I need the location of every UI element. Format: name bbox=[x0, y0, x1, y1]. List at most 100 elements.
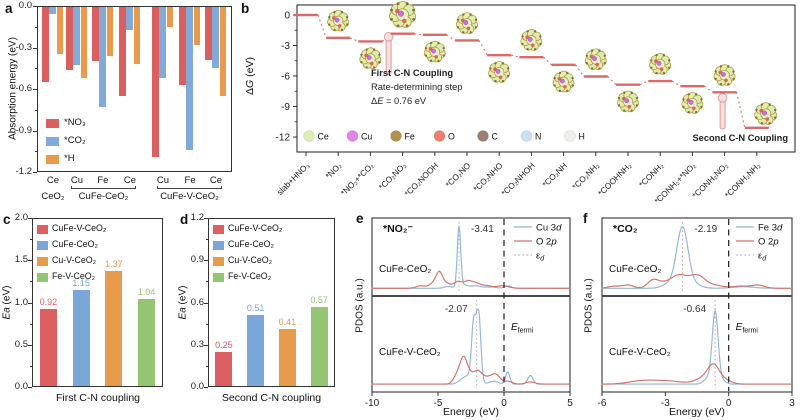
mol-atom-fe bbox=[630, 109, 633, 112]
b-atom-legend-label: N bbox=[535, 132, 541, 142]
b-atom-legend-dot bbox=[390, 130, 402, 142]
b-xtick-label: *COOHNH₂ bbox=[596, 160, 634, 198]
f-legend-label: εd bbox=[758, 251, 767, 263]
mol-atom-fe bbox=[494, 62, 497, 65]
b-molecule-icon bbox=[681, 92, 704, 115]
c-legend-label: Fe-V-CeO₂ bbox=[52, 271, 96, 281]
mol-atom-fe bbox=[429, 59, 433, 62]
e-legend-label: εd bbox=[536, 251, 545, 263]
mol-atom-fe bbox=[768, 103, 771, 106]
mol-atom-o bbox=[563, 85, 567, 89]
mol-atom-h bbox=[661, 64, 665, 68]
mol-atom-fe bbox=[462, 31, 465, 34]
mol-atom-fe bbox=[533, 47, 537, 51]
mol-atom-fe bbox=[360, 53, 363, 56]
d-legend-label: CuFe-V-CeO₂ bbox=[228, 223, 283, 233]
mol-atom-fe bbox=[501, 79, 505, 83]
mol-atom-fe bbox=[630, 91, 633, 94]
mol-atom-fe bbox=[456, 25, 460, 29]
mol-atom-fe bbox=[603, 54, 606, 57]
b-ytick-label: 0 bbox=[284, 11, 290, 22]
b-molecule-icon bbox=[754, 102, 778, 126]
d-bar bbox=[215, 351, 233, 386]
mol-atom-fe bbox=[437, 41, 440, 45]
mol-atom-fe bbox=[489, 67, 492, 70]
d-ytick-mark bbox=[204, 302, 208, 304]
a-site-label: Cu bbox=[70, 175, 84, 186]
d-ytick-label: 0.6 bbox=[190, 296, 204, 308]
b-ytick-label: -9 bbox=[281, 102, 290, 113]
mol-atom-fe bbox=[682, 98, 685, 101]
mol-atom-fe bbox=[372, 66, 376, 69]
mol-atom-fe bbox=[682, 105, 685, 109]
b-xtick-label: slab+HNO₃ bbox=[275, 160, 312, 197]
mol-atom-fe bbox=[539, 35, 542, 38]
mol-atom-fe bbox=[429, 41, 433, 45]
b-atom-legend-dot bbox=[520, 130, 533, 142]
mol-atom-fe bbox=[585, 62, 589, 65]
panel-c-caption: First C-N coupling bbox=[55, 392, 141, 404]
f-subpanel-name: CuFe-CeO₂ bbox=[609, 264, 661, 275]
mol-atom-o bbox=[337, 24, 342, 28]
a-bar bbox=[212, 7, 219, 69]
mol-atom-fe bbox=[396, 24, 400, 28]
c-legend-swatch bbox=[37, 241, 48, 250]
b-step-connector bbox=[736, 92, 746, 128]
a-bar bbox=[186, 7, 194, 150]
d-legend-label: Fe-V-CeO₂ bbox=[228, 271, 272, 281]
c-bar-value: 1.37 bbox=[105, 259, 123, 270]
mol-atom-fe bbox=[521, 42, 524, 46]
mol-atom-fe bbox=[489, 74, 492, 78]
b-step-connector bbox=[414, 33, 423, 36]
b-xtick-label: *CO₂NH₂ bbox=[570, 160, 601, 191]
mol-atom-cu bbox=[431, 48, 436, 54]
mol-atom-fe bbox=[365, 66, 368, 69]
a-legend-label: *H bbox=[64, 153, 75, 164]
mol-atom-cu bbox=[624, 98, 630, 104]
mol-atom-fe bbox=[687, 93, 690, 96]
mol-atom-o bbox=[621, 96, 626, 101]
e-subpanel-name: CuFe-V-CeO₂ bbox=[379, 347, 441, 358]
mol-atom-fe bbox=[437, 59, 440, 62]
mol-atom-fe bbox=[585, 54, 589, 57]
mol-atom-fe bbox=[667, 66, 671, 69]
e-fermi-label: Efermi bbox=[511, 322, 534, 335]
mol-atom-cu bbox=[656, 60, 662, 66]
mol-atom-fe bbox=[773, 116, 777, 119]
c-legend-swatch bbox=[37, 257, 48, 266]
f-xtick-label: -6 bbox=[598, 398, 607, 409]
c-legend-swatch bbox=[37, 273, 48, 282]
panel-e-letter: e bbox=[356, 211, 364, 226]
mol-atom-o bbox=[759, 108, 764, 113]
b-molecule-icon bbox=[423, 40, 446, 63]
a-bar bbox=[219, 7, 227, 96]
mol-atom-fe bbox=[617, 96, 621, 100]
d-legend-label: Cu-V-CeO₂ bbox=[228, 255, 272, 265]
b-step-connector bbox=[543, 56, 552, 66]
c-ytick-label: 0.0 bbox=[14, 381, 28, 392]
mol-atom-fe bbox=[590, 67, 594, 70]
mol-atom-fe bbox=[474, 18, 478, 21]
f-ed-value: -0.64 bbox=[683, 304, 706, 315]
b-molecule-icon bbox=[520, 29, 543, 52]
mol-atom-fe bbox=[442, 46, 445, 50]
mol-atom-fe bbox=[372, 48, 376, 51]
mol-atom-fe bbox=[571, 76, 574, 80]
b-molecule-icon bbox=[388, 0, 417, 29]
f-curve-fe-3d bbox=[601, 226, 792, 289]
mol-atom-fe bbox=[732, 70, 735, 73]
panel-c-plot-box bbox=[32, 218, 163, 387]
panel-a-letter: a bbox=[5, 1, 13, 16]
mol-atom-fe bbox=[667, 59, 671, 62]
e-plot-box bbox=[371, 217, 571, 393]
b-xtick-label: *CO₂NO bbox=[443, 160, 473, 190]
mol-atom-fe bbox=[539, 42, 542, 46]
mol-atom-fe bbox=[365, 48, 368, 51]
mol-atom-o bbox=[595, 62, 599, 67]
e-curve-o-2p bbox=[371, 270, 570, 289]
mol-atom-o bbox=[498, 75, 503, 80]
a-bar bbox=[152, 7, 159, 157]
a-bar bbox=[166, 7, 174, 27]
mol-atom-fe bbox=[396, 2, 400, 6]
